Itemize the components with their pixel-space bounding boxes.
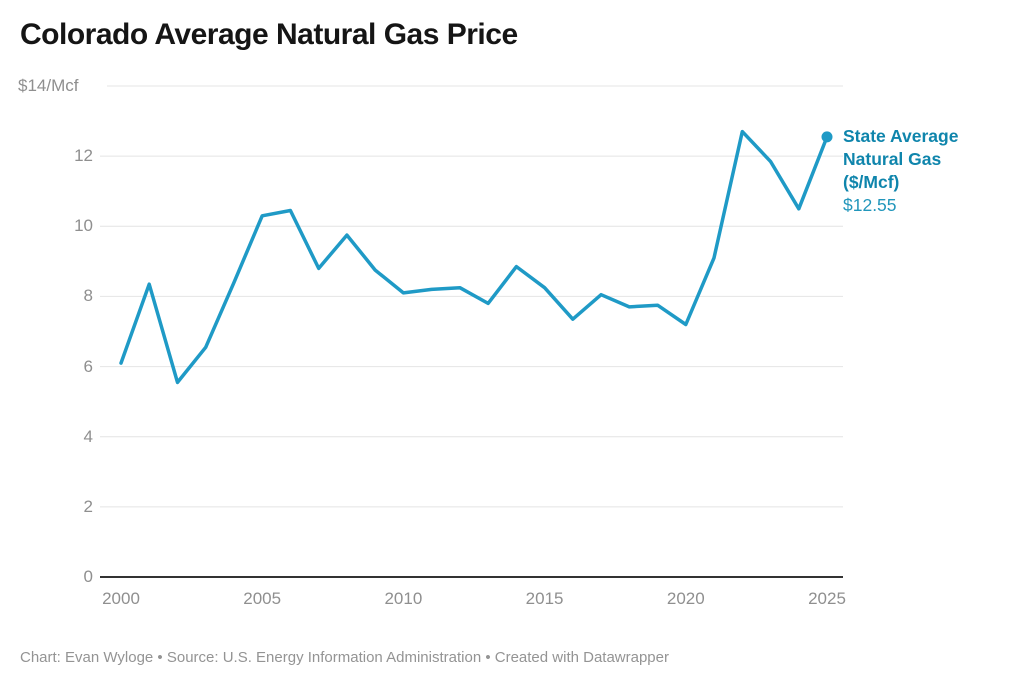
chart-footer: Chart: Evan Wyloge • Source: U.S. Energy… [20,649,669,666]
y-axis-tick-label: 0 [83,567,93,586]
series-latest-value: $12.55 [843,195,897,215]
series-label-line2: Natural Gas [843,149,942,169]
y-axis-tick-label: 8 [83,286,93,306]
x-axis-tick-label: 2015 [525,589,564,608]
series-label-line3: ($/Mcf) [843,172,900,192]
y-axis-tick-label: 4 [83,426,93,446]
y-axis-tick-label: 6 [83,356,93,376]
x-axis-tick-label: 2010 [384,589,423,608]
end-point-dot [821,131,833,143]
chart-title: Colorado Average Natural Gas Price [20,18,518,51]
x-axis-tick-label: 2020 [666,589,705,608]
x-axis-tick-label: 2000 [102,589,140,608]
price-line [119,129,829,385]
y-axis-tick-label: 12 [74,146,93,166]
series-label-line1: State Average [843,126,959,146]
y-axis-tick-label: 2 [83,496,93,516]
y-axis-unit-label: $14/Mcf [18,76,79,95]
x-axis-tick-label: 2025 [808,589,846,608]
y-axis-tick-label: 10 [74,216,93,236]
x-axis-tick-label: 2005 [243,589,282,608]
series-annotation: State Average Natural Gas ($/Mcf) $12.55 [843,125,1018,217]
